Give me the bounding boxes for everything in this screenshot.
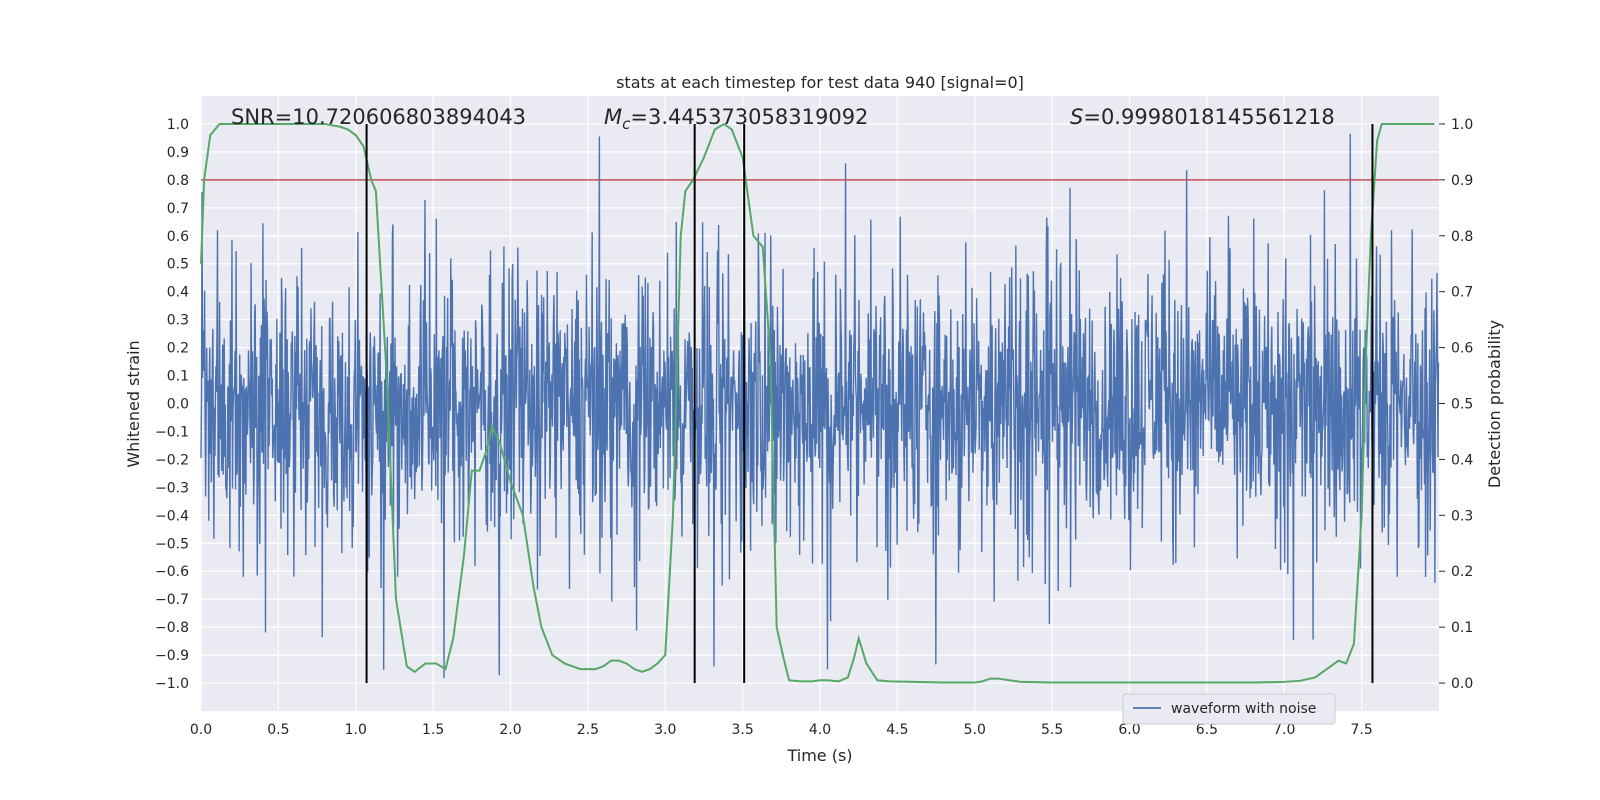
y-left-tick-label: 1.0 [167, 117, 189, 133]
y-left-tick-label: 0.0 [167, 397, 189, 413]
chirp-mass-subscript: c [622, 115, 631, 133]
y-left-tick-label: 0.1 [167, 369, 189, 385]
y-right-tick-label: 0.9 [1451, 173, 1473, 189]
y-right-tick-label: 0.2 [1451, 564, 1473, 580]
x-tick-label: 4.0 [809, 722, 831, 738]
x-tick-label: 2.5 [577, 722, 599, 738]
y-left-tick-label: −0.4 [155, 508, 189, 524]
x-tick-label: 6.5 [1196, 722, 1218, 738]
x-tick-label: 1.5 [422, 722, 444, 738]
y-left-axis-label: Whitened strain [124, 340, 143, 467]
chirp-mass-symbol: M [604, 105, 622, 129]
y-left-tick-label: −0.7 [155, 592, 189, 608]
x-tick-label: 7.5 [1350, 722, 1372, 738]
x-tick-label: 1.0 [345, 722, 367, 738]
legend-box [1122, 693, 1336, 725]
detection-probability-series [200, 122, 1435, 684]
y-left-tick-label: −0.1 [155, 424, 189, 440]
x-tick-label: 0.0 [190, 722, 212, 738]
x-tick-label: 3.0 [654, 722, 676, 738]
y-left-tick-label: 0.8 [167, 173, 189, 189]
y-left-tick-label: −0.6 [155, 564, 189, 580]
waveform-line [200, 133, 1440, 679]
y-left-tick-label: −0.8 [155, 620, 189, 636]
y-left-tick-label: 0.7 [167, 201, 189, 217]
y-right-tick-label: 0.8 [1451, 229, 1473, 245]
vertical-markers [365, 123, 1374, 684]
chirp-mass-value: =3.445373058319092 [630, 105, 868, 129]
y-left-tick-label: 0.9 [167, 145, 189, 161]
x-tick-label: 7.0 [1273, 722, 1295, 738]
x-tick-label: 5.5 [1041, 722, 1063, 738]
y-left-tick-label: −1.0 [155, 676, 189, 692]
y-right-axis-label: Detection probability [1485, 320, 1504, 488]
x-tick-label: 5.0 [964, 722, 986, 738]
x-tick-labels: 0.0 0.5 1.0 1.5 2.0 2.5 3.0 3.5 4.0 4.5 5.0 5.5 6.0 6… [190, 722, 1373, 738]
chart-title: stats at each timestep for test data 940… [616, 73, 1024, 92]
y-right-tick-label: 0.7 [1451, 285, 1473, 301]
y-left-tick-labels: 1.0 0.9 0.8 0.7 0.6 0.5 0.4 0.3 0.2 0.1 0.0 −0.1 −0.… [155, 117, 189, 692]
x-tick-label: 0.5 [267, 722, 289, 738]
y-right-tick-label: 0.3 [1451, 508, 1473, 524]
y-left-tick-label: −0.2 [155, 452, 189, 468]
x-tick-label: 6.0 [1118, 722, 1140, 738]
x-tick-label: 2.0 [499, 722, 521, 738]
y-right-tick-labels: 1.0 0.9 0.8 0.7 0.6 0.5 0.4 0.3 0.2 0.1 0.0 [1439, 117, 1473, 692]
x-axis-label: Time (s) [786, 746, 852, 765]
legend-label: waveform with noise [1171, 701, 1316, 717]
waveform-series [200, 133, 1440, 679]
snr-annotation: SNR=10.720606803894043 [231, 105, 526, 129]
y-left-tick-label: 0.5 [167, 257, 189, 273]
y-left-tick-label: 0.2 [167, 341, 189, 357]
y-left-tick-label: 0.3 [167, 313, 189, 329]
y-right-tick-label: 0.4 [1451, 452, 1473, 468]
y-left-tick-label: 0.4 [167, 285, 189, 301]
y-right-tick-label: 0.5 [1451, 397, 1473, 413]
y-right-tick-label: 1.0 [1451, 117, 1473, 133]
probability-line [200, 122, 1435, 684]
legend: waveform with noise [1122, 693, 1336, 725]
y-left-tick-label: −0.5 [155, 536, 189, 552]
score-symbol: S [1070, 105, 1083, 129]
score-annotation: S=0.9998018145561218 [1070, 105, 1335, 129]
score-value: =0.9998018145561218 [1083, 105, 1334, 129]
y-right-tick-label: 0.0 [1451, 676, 1473, 692]
y-left-tick-label: 0.6 [167, 229, 189, 245]
y-left-tick-label: −0.9 [155, 648, 189, 664]
y-right-tick-label: 0.6 [1451, 341, 1473, 357]
x-tick-label: 4.5 [886, 722, 908, 738]
y-right-tick-label: 0.1 [1451, 620, 1473, 636]
chirp-mass-annotation: Mc=3.445373058319092 [604, 105, 868, 133]
x-tick-label: 3.5 [731, 722, 753, 738]
y-left-tick-label: −0.3 [155, 480, 189, 496]
